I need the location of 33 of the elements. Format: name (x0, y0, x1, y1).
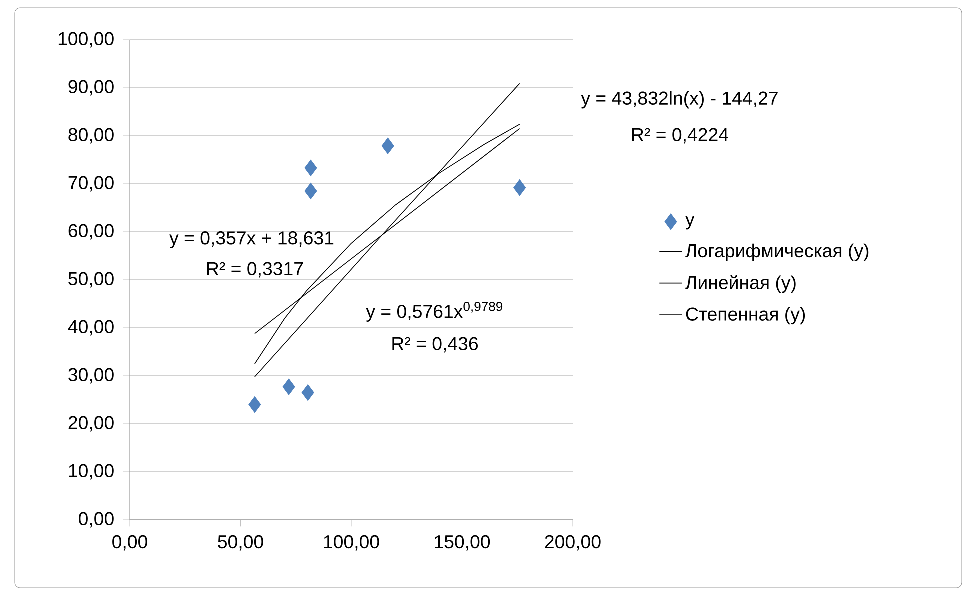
point (304, 160, 318, 176)
y-tick-label: 40,00 (68, 320, 114, 336)
point (282, 378, 296, 396)
point (304, 182, 318, 200)
y-tick-label: 50,00 (68, 272, 114, 288)
y-tick-label: 90,00 (68, 80, 114, 96)
x-tick-label: 200,00 (545, 535, 601, 551)
annotation: R² = 0,436 (392, 337, 478, 353)
y-tick-label: 30,00 (68, 368, 114, 384)
x-tick-label: 0,00 (112, 535, 148, 551)
y-tick-label: 10,00 (69, 464, 114, 480)
legend-label: y (685, 216, 695, 230)
point (248, 396, 262, 414)
point (382, 138, 394, 154)
text: R² = 0,4224 (632, 128, 728, 144)
y-tick-label: 70,00 (68, 176, 114, 192)
annotation: R² = 0,3317 (207, 262, 304, 278)
y-tick-label: 100,00 (58, 32, 114, 48)
annotation: y = 0,5761x$^{0,9789}$ (366, 302, 503, 322)
legend-label: Логарифмическая (y) (686, 244, 869, 262)
legend-label: Линейная (y) (686, 275, 796, 294)
text: y = 43,832ln(x) - 144,27 (581, 91, 778, 109)
point (514, 180, 526, 196)
point (302, 384, 314, 402)
legend-label: Степенная (y) (686, 307, 806, 325)
y-tick-label: 0,00 (79, 512, 114, 528)
x-tick-label: 50,00 (218, 535, 264, 551)
y-tick-label: 20,00 (68, 416, 114, 432)
y-tick-label: 60,00 (68, 224, 114, 240)
annotation: y = 0,357x + 18,631 (170, 232, 334, 248)
x-tick-label: 150,00 (435, 535, 490, 551)
y-tick-label: 80,00 (68, 128, 114, 144)
x-tick-label: 100,00 (324, 535, 380, 551)
